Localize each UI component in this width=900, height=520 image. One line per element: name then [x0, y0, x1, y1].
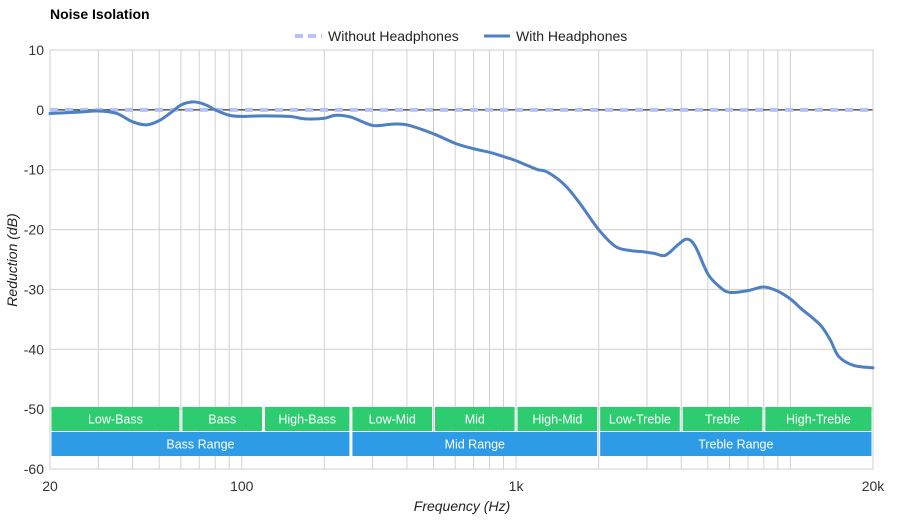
legend-item-with[interactable]: With Headphones — [484, 28, 627, 44]
grid — [49, 49, 874, 470]
band-label: Low-Treble — [609, 413, 671, 427]
band-label: Bass Range — [166, 438, 234, 452]
legend-item-without[interactable]: Without Headphones — [295, 28, 459, 44]
y-tick-label: -20 — [24, 222, 44, 238]
band-label: Bass — [208, 413, 236, 427]
chart-title: Noise Isolation — [50, 6, 150, 22]
legend: Without Headphones With Headphones — [295, 28, 627, 44]
x-tick-label: 100 — [230, 478, 254, 494]
band-label: Treble — [705, 413, 740, 427]
band-rect — [600, 407, 680, 431]
band-treble: Treble — [682, 407, 763, 431]
y-axis-ticks: 10 0 -10 -20 -30 -40 -50 -60 — [24, 42, 44, 477]
x-axis-ticks: 20 100 1k 20k — [42, 478, 885, 494]
range-mid-range: Mid Range — [352, 432, 598, 456]
range-treble-range: Treble Range — [600, 432, 872, 456]
band-low-bass: Low-Bass — [51, 407, 180, 431]
legend-label-without: Without Headphones — [328, 28, 459, 44]
band-mid: Mid — [435, 407, 515, 431]
band-rect — [51, 407, 180, 431]
range-bass-range: Bass Range — [51, 432, 350, 456]
y-tick-label: -60 — [24, 461, 44, 477]
band-rect — [682, 407, 763, 431]
y-axis-label: Reduction (dB) — [4, 213, 20, 306]
band-label: High-Mid — [532, 413, 582, 427]
legend-label-with: With Headphones — [516, 28, 627, 44]
x-axis-label: Frequency (Hz) — [414, 498, 510, 514]
x-tick-label: 1k — [509, 478, 525, 494]
band-rect — [182, 407, 262, 431]
band-rect — [51, 432, 350, 456]
series-line-with-headphones[interactable] — [48, 100, 875, 370]
band-high-treble: High-Treble — [765, 407, 872, 431]
series-group — [48, 100, 875, 370]
band-rect — [600, 432, 872, 456]
y-tick-label: -30 — [24, 281, 44, 297]
y-tick-label: 10 — [28, 42, 44, 58]
y-tick-label: -10 — [24, 162, 44, 178]
band-high-mid: High-Mid — [517, 407, 598, 431]
band-label: Low-Bass — [88, 413, 143, 427]
y-tick-label: -40 — [24, 341, 44, 357]
band-bass: Bass — [182, 407, 262, 431]
x-tick-label: 20 — [42, 478, 58, 494]
band-low-mid: Low-Mid — [352, 407, 433, 431]
band-rect — [765, 407, 872, 431]
band-rect — [435, 407, 515, 431]
band-label: Mid Range — [445, 438, 505, 452]
band-high-bass: High-Bass — [264, 407, 350, 431]
band-label: High-Bass — [278, 413, 336, 427]
band-label: Low-Mid — [369, 413, 416, 427]
band-rect — [352, 432, 598, 456]
plot-frame — [49, 49, 874, 470]
band-label: Treble Range — [698, 438, 773, 452]
band-label: High-Treble — [786, 413, 851, 427]
y-tick-label: 0 — [36, 102, 44, 118]
band-low-treble: Low-Treble — [600, 407, 680, 431]
band-rect — [264, 407, 350, 431]
frequency-bands: Low-Bass Bass High-Bass Low-Mid Mid High-Mid L… — [51, 407, 872, 456]
band-rect — [352, 407, 433, 431]
y-tick-label: -50 — [24, 401, 44, 417]
band-label: Mid — [465, 413, 485, 427]
band-rect — [517, 407, 598, 431]
x-tick-label: 20k — [862, 478, 886, 494]
